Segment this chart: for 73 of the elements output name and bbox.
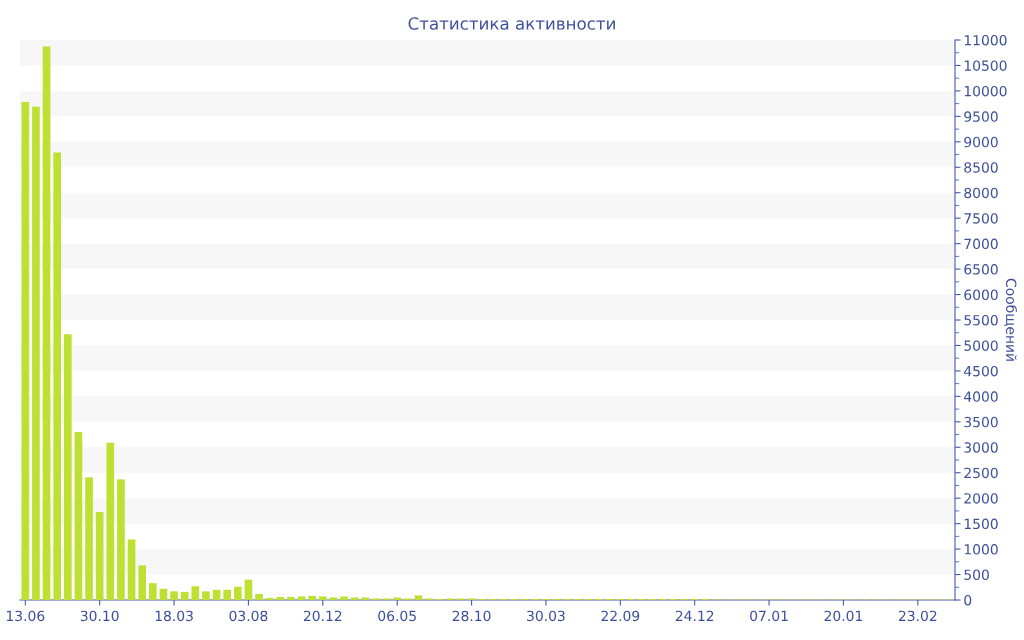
bar [340,596,348,600]
bar [287,596,295,600]
x-tick-label: 20.01 [824,610,863,622]
bar [170,591,178,600]
bar [393,597,402,600]
bar [350,597,359,600]
y-tick-label: 8000 [964,187,998,199]
y-tick-label: 10000 [964,85,1007,97]
bar [180,591,189,600]
x-tick-label: 23.02 [898,610,937,622]
y-tick-label: 500 [964,569,989,581]
bar [308,595,317,600]
bar [276,596,285,600]
x-tick-label: 06.05 [378,610,416,622]
y-tick-label: 9500 [964,111,998,122]
x-tick-label: 20.12 [303,610,342,622]
bar [255,593,263,600]
bar [127,539,136,600]
x-tick-label: 30.03 [527,610,565,622]
y-tick-label: 7000 [964,238,998,250]
y-tick-label: 1000 [964,544,998,555]
x-tick-label: 18.03 [155,610,193,622]
bar [265,597,274,600]
y-tick-label: 2000 [964,493,998,504]
y-tick-label: 2500 [964,467,998,479]
x-tick-label: 30.10 [80,610,119,622]
y-tick-label: 4000 [964,391,998,402]
y-tick-label: 1500 [964,518,998,530]
bar [212,589,221,600]
y-tick-label: 5500 [964,314,998,326]
bar [202,591,210,600]
bar [233,586,242,600]
x-tick-label: 13.06 [6,610,45,622]
bar [329,597,338,600]
bar [106,442,115,600]
bar [85,477,93,600]
bar [138,565,147,600]
y-tick-label: 6000 [964,289,998,301]
y-tick-label: 4500 [964,365,998,377]
y-tick-label: 5000 [964,340,998,351]
y-tick-label: 11000 [964,34,1007,46]
y-tick-label: 8500 [964,162,998,173]
bar [318,596,327,600]
bar [32,106,40,600]
y-axis-title: Сообщений [1004,278,1017,361]
x-tick-label: 28.10 [452,610,491,622]
y-tick-label: 10500 [964,60,1007,71]
bar [223,589,232,600]
bar [95,511,104,600]
y-tick-label: 0 [964,594,972,606]
x-tick-label: 22.09 [601,610,640,622]
bar [21,102,30,600]
bar [148,583,157,600]
x-tick-label: 03.08 [229,610,268,622]
bar [74,432,83,600]
bar [244,579,253,600]
bar [53,152,62,600]
y-tick-label: 6500 [964,264,998,275]
y-tick-label: 3500 [964,416,998,428]
bar [361,597,370,600]
bar [191,586,200,600]
bar [414,595,423,600]
bar [159,588,168,600]
bar [63,334,72,600]
bar [297,596,306,600]
chart-title: Статистика активности [408,17,615,30]
x-tick-label: 24.12 [675,610,714,621]
y-tick-label: 9000 [964,136,998,148]
y-tick-label: 3000 [964,442,998,453]
bar [117,479,125,600]
bar [42,46,51,600]
x-tick-label: 07.01 [750,610,788,622]
y-tick-label: 7500 [964,213,998,224]
